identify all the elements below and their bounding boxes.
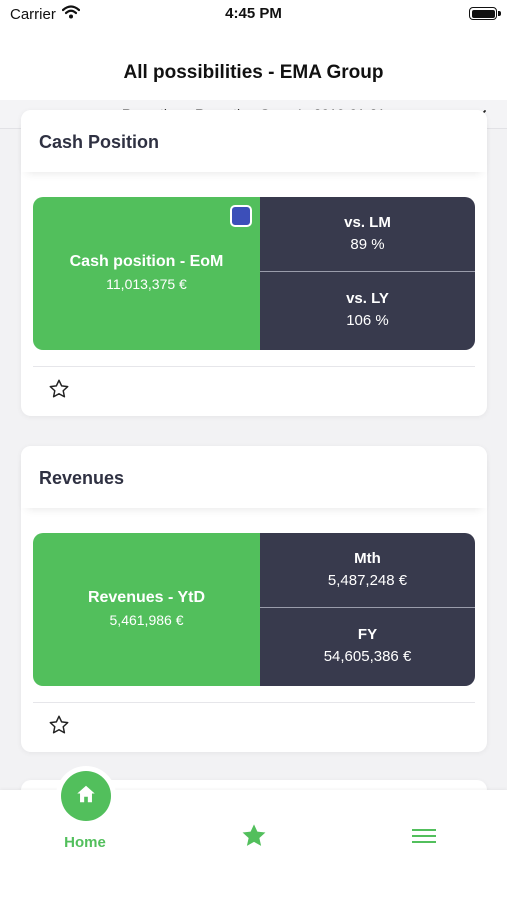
- tab-home[interactable]: [61, 771, 111, 821]
- kpi-comparisons: vs. LM 89 % vs. LY 106 %: [260, 197, 475, 350]
- status-bar: Carrier 4:45 PM: [0, 0, 507, 30]
- card-title: Revenues: [39, 468, 125, 488]
- page-title: All possibilities - EMA Group: [123, 62, 384, 83]
- kpi-main[interactable]: Revenues - YtD 5,461,986 €: [33, 533, 260, 686]
- kpi-tile[interactable]: Cash position - EoM 11,013,375 € vs. LM …: [33, 197, 475, 350]
- comparison-label: FY: [357, 626, 378, 643]
- star-filled-icon[interactable]: [240, 822, 268, 855]
- kpi-main-value: 11,013,375 €: [106, 276, 187, 292]
- card-cash-position: Cash Position Cash position - EoM 11,013…: [21, 110, 487, 416]
- card-revenues: Revenues Revenues - YtD 5,461,986 € Mth …: [21, 446, 487, 752]
- comparison-value: 106 %: [346, 312, 389, 329]
- home-icon: [75, 783, 97, 810]
- wifi-icon: [61, 5, 81, 24]
- battery-icon: [469, 7, 501, 20]
- star-outline-icon[interactable]: [48, 714, 70, 736]
- kpi-tile[interactable]: Revenues - YtD 5,461,986 € Mth 5,487,248…: [33, 533, 475, 686]
- kpi-main-label: Revenues - YtD: [87, 589, 206, 606]
- divider: [33, 366, 475, 367]
- comparison-value: 5,487,248 €: [327, 572, 408, 589]
- comparison-value: 54,605,386 €: [323, 648, 412, 665]
- kpi-main-value: 5,461,986 €: [109, 612, 184, 628]
- clock: 4:45 PM: [225, 5, 282, 22]
- kpi-main-label: Cash position - EoM: [69, 253, 224, 270]
- tab-home-label[interactable]: Home: [64, 834, 106, 851]
- nav-bar: All possibilities - EMA Group: [0, 30, 507, 100]
- divider: [33, 702, 475, 703]
- card-header: Revenues: [21, 446, 487, 508]
- card-header: Cash Position: [21, 110, 487, 172]
- comparison-label: Mth: [354, 550, 381, 567]
- star-outline-icon[interactable]: [48, 378, 70, 400]
- kpi-comparison[interactable]: Mth 5,487,248 €: [260, 533, 475, 608]
- menu-icon[interactable]: [411, 826, 437, 851]
- kpi-main[interactable]: Cash position - EoM 11,013,375 €: [33, 197, 260, 350]
- selection-badge[interactable]: [230, 205, 252, 227]
- comparison-value: 89 %: [350, 236, 385, 253]
- card-title: Cash Position: [39, 132, 160, 152]
- kpi-comparison[interactable]: vs. LY 106 %: [260, 273, 475, 350]
- comparison-label: vs. LY: [346, 290, 389, 307]
- comparison-label: vs. LM: [344, 214, 391, 231]
- tab-bar: Home: [0, 766, 507, 900]
- kpi-comparison[interactable]: FY 54,605,386 €: [260, 609, 475, 686]
- kpi-comparisons: Mth 5,487,248 € FY 54,605,386 €: [260, 533, 475, 686]
- carrier-label: Carrier: [10, 6, 56, 23]
- kpi-comparison[interactable]: vs. LM 89 %: [260, 197, 475, 272]
